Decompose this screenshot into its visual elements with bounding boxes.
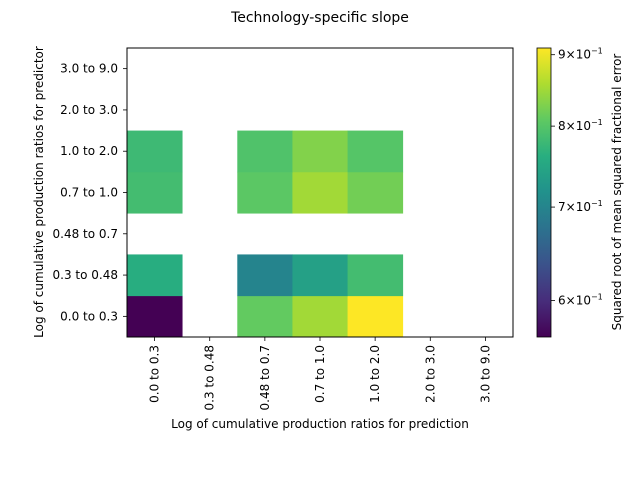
heatmap-cell bbox=[127, 295, 183, 338]
heatmap-cell bbox=[127, 254, 183, 297]
x-axis-ticks: 0.0 to 0.3 0.3 to 0.48 0.48 to 0.7 0.7 to 1… bbox=[148, 337, 492, 410]
heatmap-cell bbox=[127, 130, 183, 173]
colorbar-tick-label: 9×10−1 bbox=[558, 47, 603, 62]
x-tick-label: 0.0 to 0.3 bbox=[148, 345, 162, 403]
heatmap-cell bbox=[347, 254, 404, 297]
heatmap-cell bbox=[292, 295, 348, 338]
x-tick-label: 3.0 to 9.0 bbox=[478, 345, 492, 403]
heatmap-cells bbox=[127, 130, 404, 338]
x-axis-label: Log of cumulative production ratios for … bbox=[171, 417, 469, 431]
x-tick-label: 2.0 to 3.0 bbox=[423, 345, 437, 403]
colorbar-tick-label: 7×10−1 bbox=[558, 199, 603, 214]
colorbar-tick-label: 8×10−1 bbox=[558, 118, 603, 133]
heatmap-cell bbox=[292, 130, 348, 173]
heatmap-cell bbox=[127, 171, 183, 214]
y-tick-label: 0.48 to 0.7 bbox=[53, 227, 118, 241]
y-tick-label: 1.0 to 2.0 bbox=[60, 144, 118, 158]
y-tick-label: 0.0 to 0.3 bbox=[60, 309, 118, 323]
heatmap-cell bbox=[347, 171, 404, 214]
chart-title: Technology-specific slope bbox=[230, 10, 409, 26]
heatmap-cell bbox=[237, 130, 293, 173]
x-tick-label: 0.3 to 0.48 bbox=[203, 345, 217, 410]
colorbar-label: Squared root of mean squared fractional … bbox=[610, 54, 624, 331]
heatmap-cell bbox=[237, 254, 293, 297]
y-tick-label: 0.7 to 1.0 bbox=[60, 186, 118, 200]
heatmap-cell bbox=[347, 130, 404, 173]
colorbar-frame bbox=[536, 47, 552, 338]
heatmap-cell bbox=[292, 254, 348, 297]
heatmap-cell bbox=[237, 171, 293, 214]
colorbar-gradient bbox=[537, 48, 551, 337]
heatmap-cell bbox=[347, 295, 404, 338]
y-axis-ticks: 0.0 to 0.3 0.3 to 0.48 0.48 to 0.7 0.7 to 1… bbox=[53, 62, 127, 323]
colorbar-ticks: 6×10−1 7×10−1 8×10−1 9×10−1 bbox=[551, 47, 603, 308]
x-tick-label: 0.7 to 1.0 bbox=[313, 345, 327, 403]
x-tick-label: 0.48 to 0.7 bbox=[258, 345, 272, 410]
heatmap-cell bbox=[237, 295, 293, 338]
y-tick-label: 0.3 to 0.48 bbox=[53, 268, 118, 282]
colorbar: 6×10−1 7×10−1 8×10−1 9×10−1 Squared root of… bbox=[536, 47, 624, 338]
y-tick-label: 3.0 to 9.0 bbox=[60, 62, 118, 76]
x-tick-label: 1.0 to 2.0 bbox=[368, 345, 382, 403]
y-axis-label: Log of cumulative production ratios for … bbox=[32, 46, 46, 338]
y-tick-label: 2.0 to 3.0 bbox=[60, 103, 118, 117]
colorbar-tick-label: 6×10−1 bbox=[558, 293, 603, 308]
heatmap-cell bbox=[292, 171, 348, 214]
